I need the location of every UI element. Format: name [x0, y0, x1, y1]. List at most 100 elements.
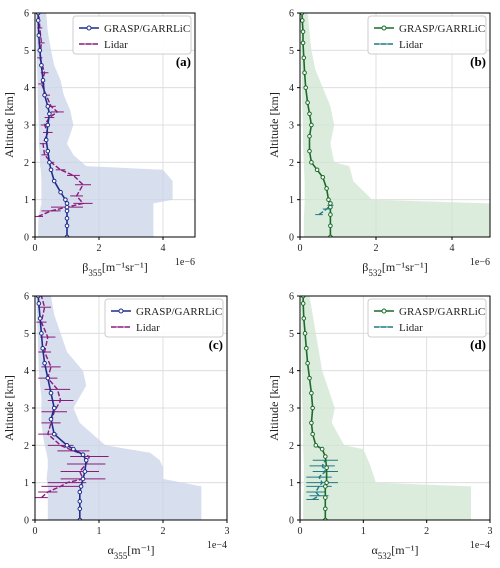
x-tick-label: 4: [161, 243, 166, 254]
model-point: [309, 122, 314, 128]
model-point: [36, 33, 42, 38]
legend-box: [367, 298, 487, 338]
y-tick-label: 2: [289, 441, 294, 452]
x-exponent-label: 1e−4: [207, 540, 227, 551]
legend-lidar-label: Lidar: [104, 39, 128, 51]
model-point: [307, 111, 312, 117]
model-line: [37, 296, 88, 520]
legend: GRASP/GARRLiC Lidar: [72, 15, 192, 55]
model-point: [40, 345, 45, 351]
x-tick-label: 4: [450, 243, 455, 254]
y-tick-label: 2: [289, 158, 294, 169]
lidar-series: [35, 296, 109, 499]
model-point: [323, 454, 328, 459]
model-point: [320, 174, 326, 180]
model-point: [303, 85, 309, 90]
x-tick-label: 2: [424, 526, 429, 537]
model-point: [300, 29, 306, 34]
x-tick-label: 3: [488, 526, 493, 537]
legend-model-label: GRASP/GARRLiC: [399, 306, 485, 318]
y-axis-label: Altitude [km]: [2, 375, 16, 441]
model-point: [47, 160, 52, 165]
model-point: [64, 208, 70, 214]
legend-box: [367, 15, 487, 55]
model-point: [314, 167, 320, 173]
legend-box: [104, 298, 224, 338]
lidar-series: [35, 13, 93, 218]
model-point: [58, 189, 63, 195]
y-tick-label: 6: [289, 292, 294, 303]
legend: GRASP/GARRLiC Lidar: [367, 298, 487, 338]
y-tick-label: 6: [289, 9, 294, 20]
model-point: [305, 360, 310, 366]
y-tick-label: 0: [24, 516, 29, 527]
model-point: [83, 457, 89, 463]
model-point: [313, 443, 319, 448]
legend-box: [72, 15, 192, 55]
panel-b: 0 2 4 0 1 2 3 4 5 6 1e−6 β532[m⁻¹sr⁻¹] Altitude [km]…: [267, 9, 491, 278]
model-point: [40, 77, 46, 83]
model-point: [309, 160, 314, 165]
model-point: [39, 331, 44, 336]
plot-area: [300, 296, 471, 520]
model-point: [323, 506, 328, 512]
model-series: [35, 296, 89, 520]
x-tick-label: 1: [97, 526, 102, 537]
model-point: [310, 405, 315, 411]
legend: GRASP/GARRLiC Lidar: [367, 15, 487, 55]
x-tick-label: 3: [225, 526, 230, 537]
y-tick-label: 4: [24, 366, 29, 377]
y-tick-label: 3: [289, 404, 294, 415]
model-point: [300, 301, 306, 306]
legend-lidar-label: Lidar: [399, 39, 423, 51]
model-point: [51, 178, 57, 184]
legend-model-marker: [381, 308, 387, 314]
y-tick-label: 4: [24, 83, 29, 94]
y-tick-label: 5: [24, 329, 29, 340]
model-point: [324, 186, 329, 191]
y-tick-label: 0: [289, 233, 294, 244]
y-tick-label: 3: [289, 121, 294, 132]
uncertainty-band: [300, 296, 471, 520]
x-tick-label: 2: [161, 526, 166, 537]
model-point: [77, 506, 83, 512]
model-point: [301, 316, 307, 321]
lidar-line: [37, 13, 85, 218]
panel-c: 0 1 2 3 0 1 2 3 4 5 6 1e−4 α355[m⁻¹] Altitude [km] (c)…: [2, 292, 230, 562]
y-tick-label: 4: [289, 83, 294, 94]
panel-d: 0 1 2 3 0 1 2 3 4 5 6 1e−4 α532[m⁻¹] Altitude [km] (d)…: [267, 292, 493, 562]
legend-lidar-label: Lidar: [136, 322, 160, 334]
model-point: [305, 100, 310, 105]
legend-model-marker: [118, 308, 124, 314]
panel-tag: (d): [470, 337, 486, 352]
x-tick-label: 0: [298, 243, 303, 254]
model-point: [63, 197, 68, 202]
model-point: [302, 70, 307, 76]
lidar-series: [306, 459, 338, 501]
legend-model-marker: [86, 25, 92, 31]
model-point: [301, 55, 307, 61]
model-point: [324, 480, 329, 485]
model-point: [42, 360, 47, 366]
model-series: [35, 13, 70, 237]
panel-a: 0 2 4 0 1 2 3 4 5 6 1e−6 β355[m⁻¹sr⁻¹] Altitude [km]…: [2, 9, 196, 278]
legend-model-label: GRASP/GARRLiC: [136, 306, 222, 318]
model-point: [48, 416, 54, 422]
model-point: [71, 446, 76, 452]
legend-model-label: GRASP/GARRLiC: [104, 23, 190, 35]
y-tick-label: 2: [24, 158, 29, 169]
model-point: [324, 465, 329, 471]
model-point: [309, 420, 314, 426]
legend-model-label: GRASP/GARRLiC: [399, 23, 485, 35]
model-point: [310, 431, 315, 437]
model-point: [326, 197, 331, 202]
model-point: [300, 40, 306, 46]
model-point: [64, 204, 70, 210]
y-tick-label: 3: [24, 404, 29, 415]
y-tick-label: 1: [24, 195, 29, 206]
model-point: [80, 476, 86, 482]
model-point: [36, 301, 42, 306]
model-point: [80, 452, 86, 457]
model-point: [302, 331, 308, 336]
model-point: [304, 345, 309, 351]
